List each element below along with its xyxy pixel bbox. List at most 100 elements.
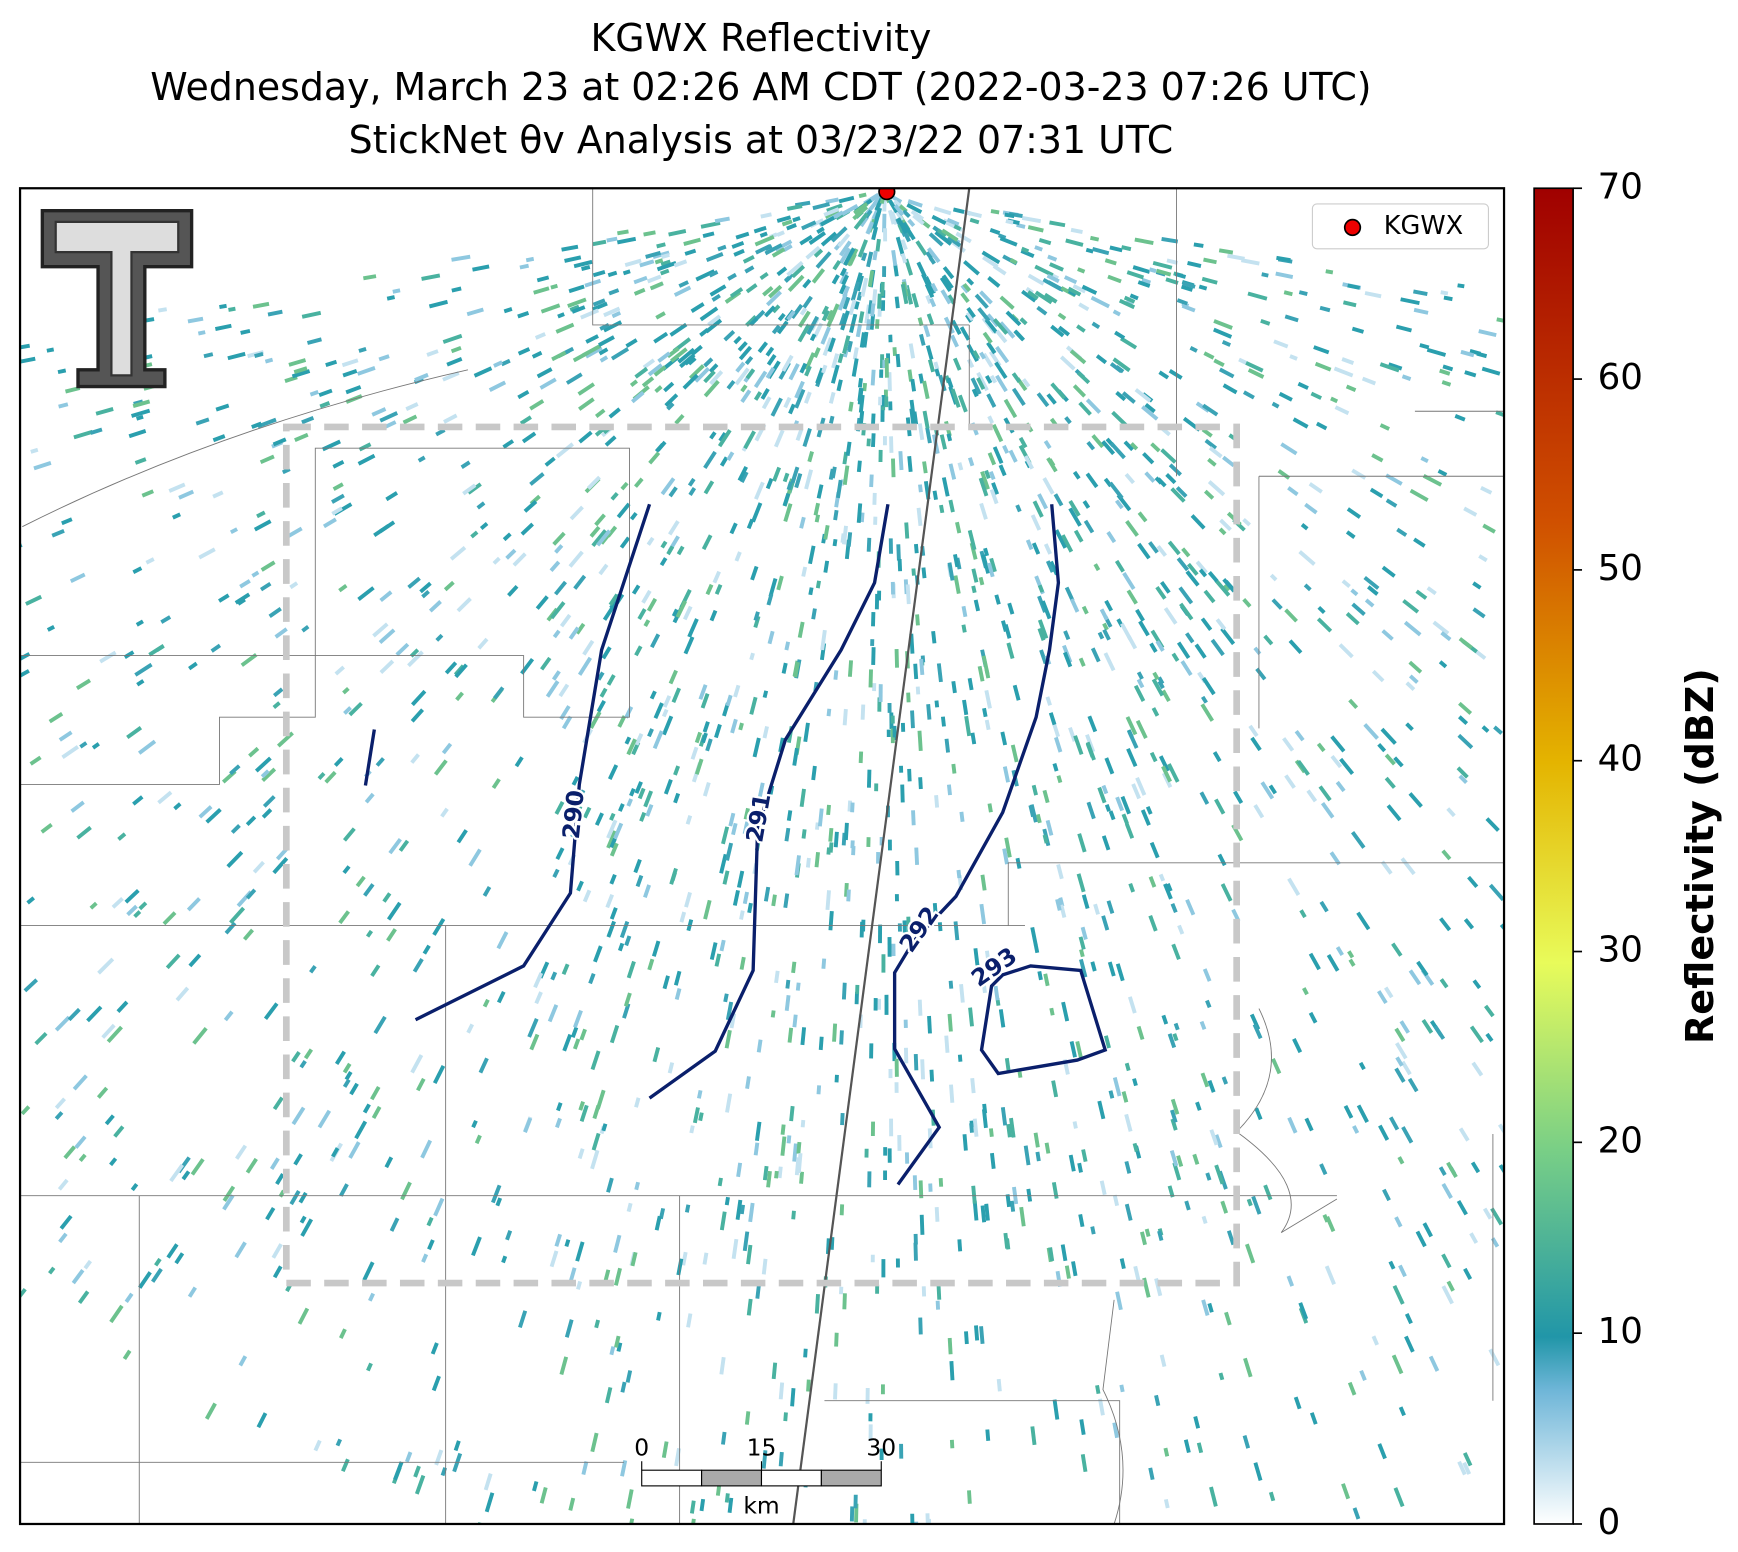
echo	[778, 1451, 784, 1467]
echo	[61, 745, 80, 760]
echo	[554, 800, 565, 815]
echo	[703, 379, 720, 398]
echo	[1472, 607, 1486, 619]
echo	[794, 855, 801, 876]
echo	[410, 708, 425, 723]
echo	[666, 346, 680, 359]
echo	[842, 465, 850, 486]
echo	[203, 352, 214, 359]
echo	[875, 238, 881, 252]
echo	[910, 710, 915, 729]
echo	[1023, 1145, 1031, 1166]
echo	[1338, 643, 1354, 659]
echo	[365, 929, 374, 938]
echo	[830, 226, 848, 243]
echo	[1356, 1104, 1369, 1123]
echo	[711, 293, 721, 302]
echo	[426, 1216, 434, 1227]
echo	[744, 1411, 751, 1425]
echo	[138, 1271, 152, 1289]
echo	[502, 532, 512, 542]
echo	[550, 601, 566, 620]
echo	[117, 832, 127, 841]
echo	[880, 281, 885, 297]
echo	[1303, 583, 1312, 592]
echo	[71, 1269, 85, 1285]
echo	[1413, 289, 1428, 296]
echo	[936, 663, 943, 683]
echo	[839, 1030, 844, 1045]
echo	[852, 347, 859, 360]
echo	[197, 330, 206, 336]
echo	[850, 281, 861, 302]
echo	[1085, 398, 1102, 414]
echo	[1709, 459, 1729, 469]
echo	[1723, 698, 1736, 708]
echo	[0, 491, 6, 499]
echo	[1396, 527, 1408, 537]
echo	[254, 756, 272, 773]
echo	[652, 1047, 661, 1063]
echo	[1078, 657, 1086, 667]
echo	[578, 430, 593, 444]
echo	[884, 396, 889, 408]
echo	[1469, 1025, 1484, 1044]
echo	[874, 783, 879, 792]
echo	[357, 586, 375, 601]
echo	[338, 910, 350, 925]
echo	[624, 736, 632, 745]
echo	[1253, 1462, 1263, 1481]
echo	[1136, 671, 1144, 680]
echo	[816, 1085, 822, 1095]
echo	[858, 311, 865, 324]
echo	[1208, 446, 1223, 459]
echo	[826, 708, 832, 717]
echo	[1317, 605, 1326, 615]
echo	[301, 624, 310, 633]
echo	[1276, 255, 1291, 263]
echo	[765, 477, 774, 490]
echo	[1049, 1007, 1055, 1016]
echo	[210, 643, 222, 653]
echo	[138, 901, 148, 911]
echo	[981, 1109, 988, 1129]
echo	[532, 1480, 539, 1492]
legend-label: KGWX	[1384, 211, 1464, 241]
echo	[1732, 711, 1738, 723]
echo	[101, 1023, 116, 1039]
echo	[275, 1173, 285, 1186]
echo	[776, 320, 789, 335]
echo	[889, 436, 894, 453]
echo	[717, 1177, 723, 1187]
echo	[743, 807, 750, 820]
echo	[731, 241, 745, 249]
echo	[482, 998, 490, 1008]
echo	[1141, 277, 1152, 285]
echo	[260, 769, 270, 779]
echo	[821, 364, 828, 374]
echo	[1158, 370, 1170, 380]
echo	[780, 1124, 786, 1135]
echo	[132, 566, 143, 574]
echo	[1694, 450, 1705, 457]
echo	[0, 948, 1, 956]
echo	[872, 210, 882, 230]
echo	[829, 415, 835, 424]
echo	[784, 995, 791, 1011]
echo	[1573, 619, 1589, 631]
echo	[1080, 926, 1088, 940]
echo	[910, 378, 917, 392]
echo	[999, 295, 1015, 310]
echo	[575, 622, 586, 635]
echo	[727, 1497, 734, 1513]
echo	[709, 609, 718, 622]
echo	[938, 1178, 944, 1187]
echo	[1603, 490, 1612, 497]
echo	[932, 490, 938, 501]
echo	[1734, 803, 1738, 811]
echo	[7, 485, 20, 493]
echo	[887, 703, 892, 713]
echo	[520, 522, 534, 536]
echo	[881, 300, 886, 311]
echo	[1513, 764, 1529, 779]
